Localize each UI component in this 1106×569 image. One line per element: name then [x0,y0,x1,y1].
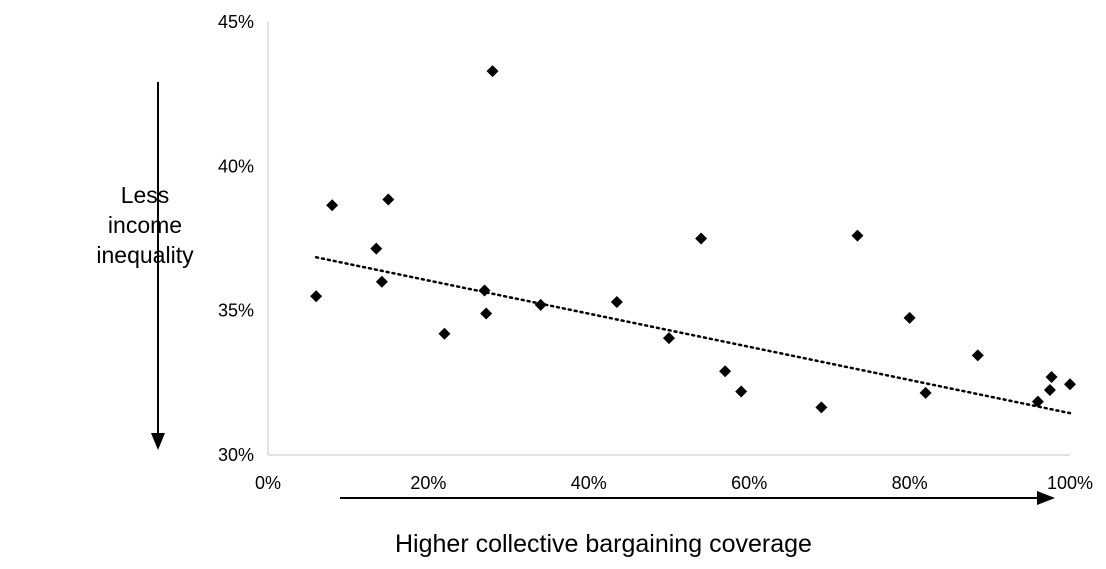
y-axis-label-line: Less [120,182,170,208]
data-point [903,311,916,324]
data-point [735,385,748,398]
right-arrow-icon [340,491,1055,505]
data-point [1064,378,1076,391]
data-point [1043,384,1056,397]
y-axis-label-line: inequality [96,242,194,268]
data-point [326,199,339,212]
y-axis-label-line: income [107,212,183,238]
y-axis-label: Less income inequality [90,180,200,270]
data-point [370,242,383,255]
y-tick-label: 45% [218,12,254,32]
data-point [919,386,932,399]
tick-labels: 0% 20% 40% 60% 80% 100% 30% 35% 40% 45% [218,12,1093,493]
x-axis-label: Higher collective bargaining coverage [395,530,812,558]
data-point [695,232,708,245]
axes [267,22,1070,456]
data-point [815,401,828,414]
data-point [971,349,984,362]
data-point [375,275,388,288]
x-tick-label: 20% [410,473,446,493]
data-points [310,65,1076,414]
x-tick-label: 60% [731,473,767,493]
data-point [719,365,732,378]
data-point [1031,395,1044,408]
y-tick-label: 30% [218,445,254,465]
trendline-path [314,256,1072,415]
data-point [382,193,395,206]
data-point [534,298,547,311]
data-point [851,229,864,242]
x-tick-label: 0% [255,473,281,493]
data-point [486,65,499,78]
x-tick-label: 40% [571,473,607,493]
data-point [663,332,675,345]
data-point [610,296,623,309]
y-tick-label: 40% [218,156,254,176]
data-point [310,290,323,303]
data-point [1045,371,1058,384]
x-tick-label: 100% [1047,473,1093,493]
x-tick-label: 80% [892,473,928,493]
trendline [314,256,1072,415]
data-point [480,307,493,320]
data-point [478,284,491,297]
data-point [438,327,451,340]
down-arrow-icon [151,82,165,450]
y-tick-label: 35% [218,301,254,321]
